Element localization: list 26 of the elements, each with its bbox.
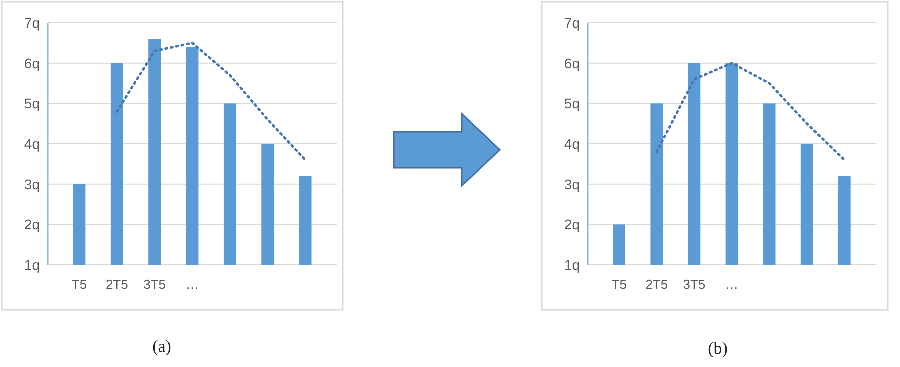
y-tick-label: 2q xyxy=(564,216,580,233)
x-tick-label: T5 xyxy=(72,277,88,292)
x-tick-label: 2T5 xyxy=(646,277,668,292)
y-tick-label: 6q xyxy=(24,55,40,72)
line-series xyxy=(656,62,846,162)
y-tick-label: 6q xyxy=(564,55,580,72)
y-tick-label: 4q xyxy=(24,136,40,152)
y-tick-label: 5q xyxy=(24,96,40,112)
line-series xyxy=(116,42,307,162)
y-tick-label: 7q xyxy=(564,15,580,31)
x-tick-label: T5 xyxy=(612,277,627,292)
y-tick-label: 1q xyxy=(564,257,580,273)
y-tick-label: 3q xyxy=(24,176,40,192)
text: (b) xyxy=(708,339,728,358)
y-tick-label: 4q xyxy=(564,136,580,152)
y-tick-label: 1q xyxy=(24,257,40,273)
x-tick-label: … xyxy=(726,277,738,292)
y-tick-label: 7q xyxy=(24,15,40,31)
x-tick-label: 3T5 xyxy=(144,277,166,292)
y-tick-label: 5q xyxy=(564,96,580,112)
x-tick-label: 3T5 xyxy=(683,277,706,292)
y-tick-label: 3q xyxy=(564,176,580,192)
x-tick-label: 2T5 xyxy=(106,277,128,292)
text: (a) xyxy=(152,337,172,356)
y-tick-label: 2q xyxy=(24,216,40,233)
x-tick-label: … xyxy=(186,277,199,292)
